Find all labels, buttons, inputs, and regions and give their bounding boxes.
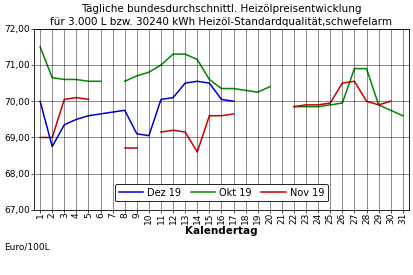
Nov 19 xyxy=(38,136,43,139)
Legend: Dez 19, Okt 19, Nov 19: Dez 19, Okt 19, Nov 19 xyxy=(115,184,328,202)
Dez 19 xyxy=(110,111,115,114)
Okt 19 xyxy=(38,45,43,48)
Line: Nov 19: Nov 19 xyxy=(40,98,88,138)
Dez 19 xyxy=(147,134,152,137)
Nov 19 xyxy=(62,98,67,101)
Okt 19 xyxy=(74,78,79,81)
Text: Euro/100L: Euro/100L xyxy=(4,243,50,252)
Dez 19 xyxy=(62,123,67,126)
Dez 19 xyxy=(50,145,55,148)
Dez 19 xyxy=(122,109,127,112)
Dez 19 xyxy=(74,118,79,121)
Line: Dez 19: Dez 19 xyxy=(40,81,233,147)
Nov 19 xyxy=(86,98,91,101)
Dez 19 xyxy=(38,100,43,103)
Dez 19 xyxy=(183,81,188,85)
Okt 19 xyxy=(50,76,55,79)
Dez 19 xyxy=(134,132,139,136)
Nov 19 xyxy=(50,136,55,139)
Line: Okt 19: Okt 19 xyxy=(40,47,101,81)
Nov 19 xyxy=(74,96,79,99)
Dez 19 xyxy=(86,114,91,117)
Dez 19 xyxy=(159,98,164,101)
Dez 19 xyxy=(195,80,200,83)
Title: Tägliche bundesdurchschnittl. Heizölpreisentwicklung
für 3.000 L bzw. 30240 kWh : Tägliche bundesdurchschnittl. Heizölprei… xyxy=(50,4,392,27)
Dez 19 xyxy=(231,100,236,103)
Dez 19 xyxy=(98,112,103,115)
Dez 19 xyxy=(207,81,212,85)
Dez 19 xyxy=(171,96,176,99)
Dez 19 xyxy=(219,98,224,101)
Okt 19 xyxy=(98,80,103,83)
X-axis label: Kalendertag: Kalendertag xyxy=(185,226,258,236)
Okt 19 xyxy=(86,80,91,83)
Okt 19 xyxy=(62,78,67,81)
